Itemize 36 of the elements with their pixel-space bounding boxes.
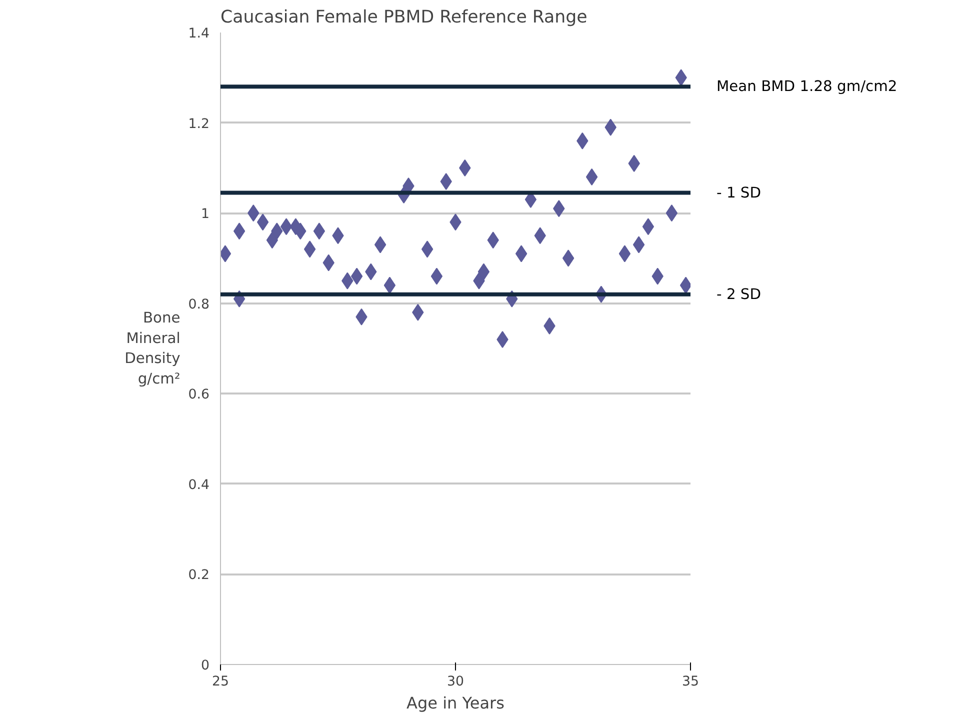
y-axis-title: Bone Mineral Density g/cm² xyxy=(124,309,181,388)
chart-title: Caucasian Female PBMD Reference Range xyxy=(220,8,588,28)
point xyxy=(304,240,316,258)
point xyxy=(280,218,292,236)
y-tick-label: 0 xyxy=(201,658,210,674)
x-tick-label: 35 xyxy=(682,674,699,690)
point xyxy=(562,250,574,267)
ref-line-label: - 2 SD xyxy=(716,286,762,303)
point xyxy=(374,236,386,254)
y-tick-label: 1 xyxy=(201,207,210,222)
x-tick-label: 30 xyxy=(447,674,464,690)
point xyxy=(586,168,598,186)
point xyxy=(478,263,490,280)
point xyxy=(430,268,443,285)
point xyxy=(266,232,278,249)
y-tick-label: 1.2 xyxy=(188,116,210,132)
point xyxy=(350,268,363,285)
y-tick-label: 0.8 xyxy=(188,297,210,312)
x-tick-label: 25 xyxy=(212,674,229,690)
ref-line-label: - 1 SD xyxy=(716,184,762,202)
point xyxy=(256,214,269,231)
point xyxy=(515,245,528,262)
ref-line-label: Mean BMD 1.28 gm/cm2 xyxy=(716,78,898,96)
point xyxy=(666,204,678,222)
point xyxy=(384,276,396,294)
point xyxy=(233,222,246,240)
point xyxy=(632,236,645,254)
y-tick-label: 0.6 xyxy=(188,388,210,403)
y-tick-label: 1.4 xyxy=(188,26,210,42)
y-tick-label: 0.4 xyxy=(188,478,210,493)
point xyxy=(642,218,654,236)
x-axis-title: Age in Years xyxy=(406,694,504,712)
point xyxy=(313,222,326,240)
y-tick-label: 0.2 xyxy=(188,568,210,584)
point xyxy=(421,240,434,258)
point xyxy=(618,245,631,262)
